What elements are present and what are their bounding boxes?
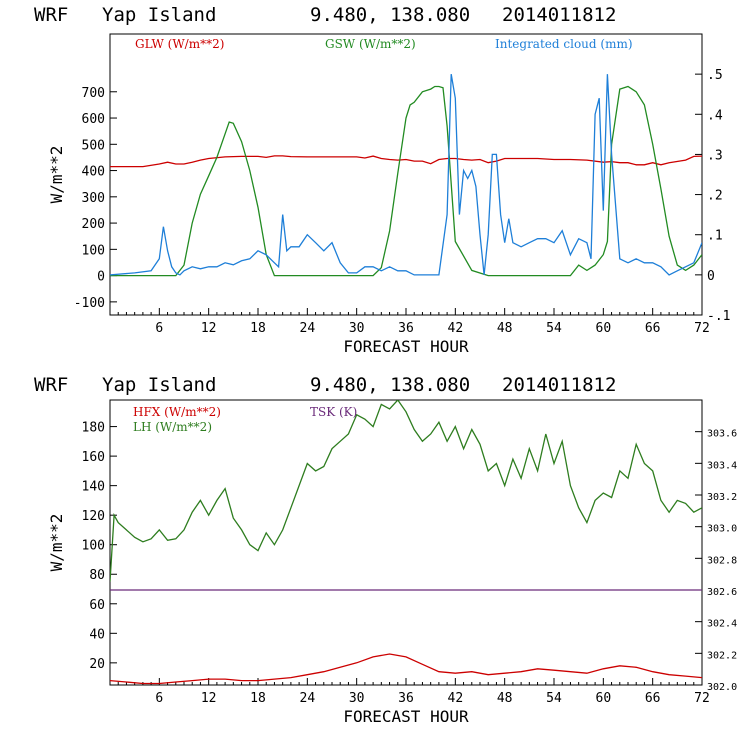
y-tick-label: 200 [82,217,105,232]
x-tick-label: 42 [448,321,464,336]
y2-tick-label: 303.4 [707,460,737,471]
y2-tick-label: .2 [707,189,723,204]
legend-entry: Integrated cloud (mm) [495,37,633,51]
header-model: WRF [34,4,69,26]
y-tick-label: 100 [82,243,105,258]
chart2-header: WRF Yap Island 9.480, 138.080 2014011812 [0,370,740,400]
y2-tick-label: -.1 [707,309,730,324]
y-axis-label: W/m**2 [47,146,66,204]
x-tick-label: 66 [645,691,661,706]
x-tick-label: 30 [349,691,365,706]
y2-tick-label: 302.8 [707,555,737,566]
x-tick-label: 48 [497,691,513,706]
x-tick-label: 60 [596,321,612,336]
y-tick-label: 0 [97,270,105,285]
y-tick-label: 120 [82,509,105,524]
header-location: Yap Island [102,374,217,396]
y2-tick-label: 302.6 [707,587,737,598]
series-line-1 [110,85,702,277]
plot-frame [109,399,703,686]
y-tick-label: 20 [89,657,105,672]
legend-entry: HFX (W/m**2) [133,405,221,419]
x-tick-label: 42 [448,691,464,706]
series-line-1 [110,400,702,582]
x-axis-label: FORECAST HOUR [343,707,469,726]
y-tick-label: 160 [82,450,105,465]
x-tick-label: 48 [497,321,513,336]
y-tick-label: 60 [89,598,105,613]
chart2-svg: 6 12 18 24 30 36 42 48 54 60 66 72 20 40 60 80 100 120 140… [47,399,737,726]
header-init: 2014011812 [502,4,617,26]
y2-tick-label: 302.4 [707,619,737,630]
x-tick-label: 6 [155,691,163,706]
y2-tick-label: .5 [707,68,723,83]
y2-tick-label: 0 [707,269,715,284]
x-tick-label: 72 [694,691,710,706]
y2-tick-label: 303.0 [707,524,737,535]
x-tick-label: 18 [250,321,266,336]
y2-tick-label: .1 [707,229,723,244]
x-tick-label: 12 [201,321,217,336]
y-tick-label: 400 [82,165,105,180]
series-line-0 [110,653,702,685]
y2-tick-label: .3 [707,148,723,163]
y-axis-label: W/m**2 [47,514,66,572]
series-line-0 [110,155,702,168]
chart1-header: WRF Yap Island 9.480, 138.080 2014011812 [0,0,740,30]
x-tick-label: 30 [349,321,365,336]
y2-tick-label: .4 [707,108,723,123]
x-tick-label: 24 [300,691,316,706]
x-tick-label: 36 [398,691,414,706]
x-tick-label: 12 [201,691,217,706]
x-axis-label: FORECAST HOUR [343,337,469,356]
legend-entry: TSK (K) [310,405,357,419]
x-tick-label: 18 [250,691,266,706]
header-location: Yap Island [102,4,217,26]
x-tick-label: 54 [546,691,562,706]
y-tick-label: 140 [82,480,105,495]
header-model: WRF [34,374,69,396]
y2-tick-label: 303.2 [707,492,737,503]
x-tick-label: 66 [645,321,661,336]
y-tick-label: 80 [89,568,105,583]
y-tick-label: -100 [74,296,105,311]
y2-tick-label: 302.0 [707,682,737,693]
header-coords: 9.480, 138.080 [310,374,471,396]
x-tick-label: 54 [546,321,562,336]
x-tick-label: 60 [596,691,612,706]
chart1-svg: 6 12 18 24 30 36 42 48 54 60 66 72 -100 0 100 200 300 400… [47,33,730,356]
legend-entry: LH (W/m**2) [133,420,212,434]
header-init: 2014011812 [502,374,617,396]
y2-tick-label: 303.6 [707,429,737,440]
x-tick-label: 24 [300,321,316,336]
y-tick-label: 700 [82,86,105,101]
y-tick-label: 600 [82,112,105,127]
x-tick-label: 72 [694,321,710,336]
y-tick-label: 180 [82,421,105,436]
x-tick-label: 6 [155,321,163,336]
x-tick-label: 36 [398,321,414,336]
series-line-2 [110,73,702,276]
y-tick-label: 40 [89,627,105,642]
y-tick-label: 300 [82,191,105,206]
header-coords: 9.480, 138.080 [310,4,471,26]
y2-tick-label: 302.2 [707,650,737,661]
legend-entry: GSW (W/m**2) [325,37,416,51]
y-tick-label: 500 [82,138,105,153]
y-tick-label: 100 [82,539,105,554]
legend-entry: GLW (W/m**2) [135,37,224,51]
